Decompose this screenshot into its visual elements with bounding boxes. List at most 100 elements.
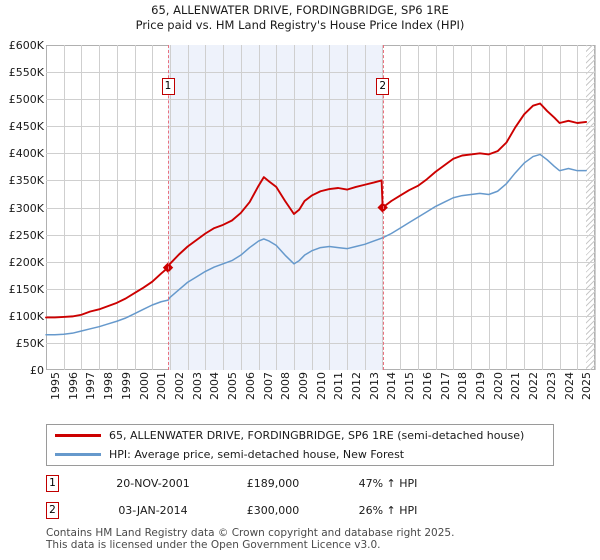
x-axis-tick-label: 1999 <box>119 372 133 400</box>
gridline-horizontal <box>46 126 595 128</box>
gridline-vertical <box>471 45 473 370</box>
transaction-row-2: 2 03-JAN-2014 £300,000 26% ↑ HPI <box>46 500 554 522</box>
gridline-horizontal <box>46 261 595 263</box>
x-axis-tick-label: 1998 <box>102 372 116 400</box>
transaction-price-1: £189,000 <box>246 477 300 490</box>
series-line-price-paid <box>45 102 588 319</box>
footer-attribution: Contains HM Land Registry data © Crown c… <box>46 527 586 551</box>
x-axis-tick-label: 1995 <box>49 372 62 400</box>
gridline-horizontal <box>46 153 595 155</box>
gridline-vertical <box>329 45 331 370</box>
y-axis-tick-label: £0 <box>30 364 44 377</box>
legend-label-hpi: HPI: Average price, semi-detached house,… <box>109 448 405 461</box>
gridline-vertical <box>417 45 419 370</box>
gridline-vertical <box>223 45 225 370</box>
x-axis-tick-label: 2002 <box>172 372 186 400</box>
transaction-marker-label[interactable]: 1 <box>161 78 175 95</box>
chart-title-block: 65, ALLENWATER DRIVE, FORDINGBRIDGE, SP6… <box>0 3 600 33</box>
gridline-vertical <box>311 45 313 370</box>
legend-item-price-paid: 65, ALLENWATER DRIVE, FORDINGBRIDGE, SP6… <box>47 425 553 446</box>
x-axis-tick-label: 2006 <box>243 372 257 400</box>
x-axis-tick-label: 2018 <box>456 372 470 400</box>
gridline-vertical <box>541 45 543 370</box>
gridline-vertical <box>559 45 561 370</box>
transaction-marker-label[interactable]: 2 <box>376 78 390 95</box>
gridline-vertical <box>400 45 402 370</box>
gridline-vertical <box>134 45 136 370</box>
gridline-vertical <box>364 45 366 370</box>
gridline-vertical <box>488 45 490 370</box>
footer-line-2: This data is licensed under the Open Gov… <box>46 539 381 551</box>
transaction-date-1: 20-NOV-2001 <box>116 477 190 490</box>
gridline-vertical <box>347 45 349 370</box>
x-axis-tick-label: 2008 <box>279 372 293 400</box>
transaction-row-1: 1 20-NOV-2001 £189,000 47% ↑ HPI <box>46 473 554 495</box>
chart-legend: 65, ALLENWATER DRIVE, FORDINGBRIDGE, SP6… <box>46 424 554 466</box>
series-svg <box>45 102 588 336</box>
x-axis: 1995 1996 1997 1998 1999 2000 2001 2002 2003 2004… <box>46 372 600 416</box>
x-axis-tick-label: 2007 <box>261 372 275 400</box>
x-axis-tick-label: 2019 <box>474 372 488 400</box>
y-axis-tick-label: £600K <box>8 39 44 52</box>
x-axis-tick-label: 2001 <box>155 372 169 400</box>
x-axis-tick-label: 2009 <box>296 372 310 400</box>
page-subtitle: Price paid vs. HM Land Registry's House … <box>135 18 465 32</box>
gridline-vertical <box>524 45 526 370</box>
gridline-vertical <box>169 45 171 370</box>
x-axis-tick-label: 2004 <box>208 372 222 400</box>
x-axis-tick-label: 1996 <box>66 372 80 400</box>
gridline-vertical <box>205 45 207 370</box>
transaction-badge-1: 1 <box>46 475 59 492</box>
y-axis-tick-label: £550K <box>8 66 44 80</box>
y-axis-tick-label: £350K <box>8 174 44 188</box>
legend-item-hpi: HPI: Average price, semi-detached house,… <box>47 444 553 465</box>
gridline-vertical <box>453 45 455 370</box>
x-axis-tick-label: 2012 <box>350 372 364 400</box>
gridline-horizontal <box>46 72 595 74</box>
x-axis-tick-label: 2015 <box>403 372 417 400</box>
gridline-horizontal <box>46 315 595 317</box>
y-axis-tick-label: £250K <box>8 228 44 242</box>
transaction-event-line <box>382 45 384 370</box>
y-axis: £0 £50K £100K £150K £200K £250K £300K £350K £400… <box>0 40 44 376</box>
gridline-vertical <box>63 45 65 370</box>
x-axis-tick-label: 2003 <box>190 372 204 400</box>
gridline-horizontal <box>46 99 595 101</box>
y-axis-tick-label: £500K <box>8 93 44 107</box>
y-axis-tick-label: £200K <box>8 255 44 269</box>
x-axis-tick-label: 2000 <box>137 372 151 400</box>
transaction-price-2: £300,000 <box>246 504 300 517</box>
gridline-vertical <box>116 45 118 370</box>
gridline-vertical <box>577 45 579 370</box>
gridline-vertical <box>99 45 101 370</box>
x-axis-tick-label: 2005 <box>226 372 240 400</box>
gridline-vertical <box>81 45 83 370</box>
transaction-hpi-delta-2: 26% ↑ HPI <box>358 504 418 517</box>
x-axis-tick-label: 2013 <box>367 372 381 400</box>
transaction-event-line <box>168 45 170 370</box>
footer-line-1: Contains HM Land Registry data © Crown c… <box>46 527 455 539</box>
transaction-date-2: 03-JAN-2014 <box>118 504 188 517</box>
gridline-horizontal <box>46 180 595 182</box>
x-axis-tick-label: 2011 <box>332 372 346 400</box>
gridline-vertical <box>187 45 189 370</box>
y-axis-tick-label: £50K <box>15 336 44 350</box>
gridline-vertical <box>293 45 295 370</box>
legend-swatch-hpi <box>55 453 101 456</box>
gridline-horizontal <box>46 207 595 209</box>
legend-label-price-paid: 65, ALLENWATER DRIVE, FORDINGBRIDGE, SP6… <box>109 429 525 442</box>
series-line-hpi <box>45 153 587 336</box>
gridline-vertical <box>276 45 278 370</box>
x-axis-tick-label: 2014 <box>385 372 399 400</box>
gridline-horizontal <box>46 288 595 290</box>
gridline-vertical <box>258 45 260 370</box>
gridline-vertical <box>152 45 154 370</box>
legend-swatch-price-paid <box>55 434 101 437</box>
y-axis-tick-label: £300K <box>8 201 44 215</box>
page-title: 65, ALLENWATER DRIVE, FORDINGBRIDGE, SP6… <box>151 3 449 17</box>
y-axis-tick-label: £400K <box>8 147 44 161</box>
x-axis-tick-label: 2010 <box>314 372 328 400</box>
transaction-hpi-delta-1: 47% ↑ HPI <box>358 477 418 490</box>
y-axis-tick-label: £100K <box>8 309 44 323</box>
x-axis-tick-label: 2025 <box>580 372 594 400</box>
